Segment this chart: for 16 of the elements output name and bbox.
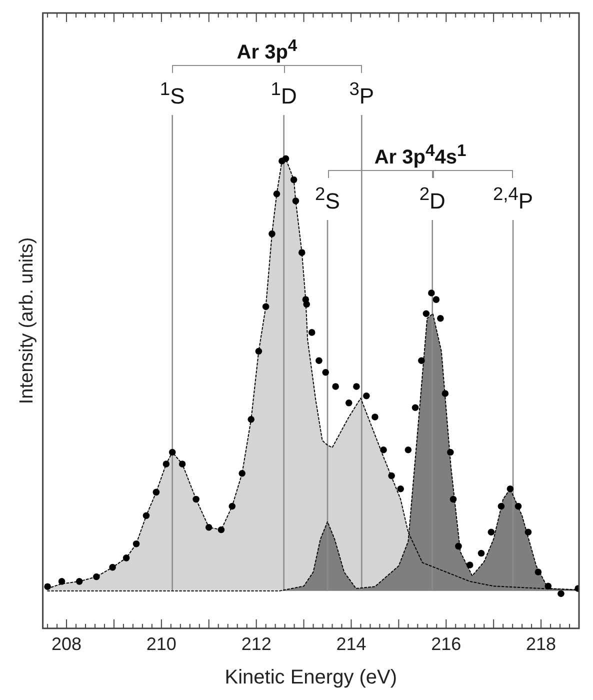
ref-line-label: $^{2}$D	[418, 182, 446, 216]
x-tick-label: 210	[146, 634, 176, 654]
annotation: Ar 3p$^{4}$4s$^{1}$	[373, 140, 468, 171]
x-tick-label: 214	[336, 634, 366, 654]
x-tick-label: 216	[431, 634, 462, 654]
ref-line-label: $^{1}$D	[270, 77, 298, 110]
x-tick-label: 212	[241, 634, 272, 654]
text: Ar 3p$^{4}$	[236, 35, 298, 66]
x-axis-title: Kinetic Energy (eV)	[224, 666, 398, 689]
x-tick-label: 218	[526, 634, 556, 654]
x-tick-label: 208	[52, 634, 82, 654]
ref-line-label: $^{3}$P	[348, 77, 376, 110]
y-axis-title: Intensity (arb. units)	[16, 237, 38, 404]
ref-line-label: $^{2}$S	[314, 182, 341, 216]
ref-line-label: $^{1}$S	[158, 77, 186, 110]
ref-line-label: $^{2,4}$P	[492, 182, 534, 216]
